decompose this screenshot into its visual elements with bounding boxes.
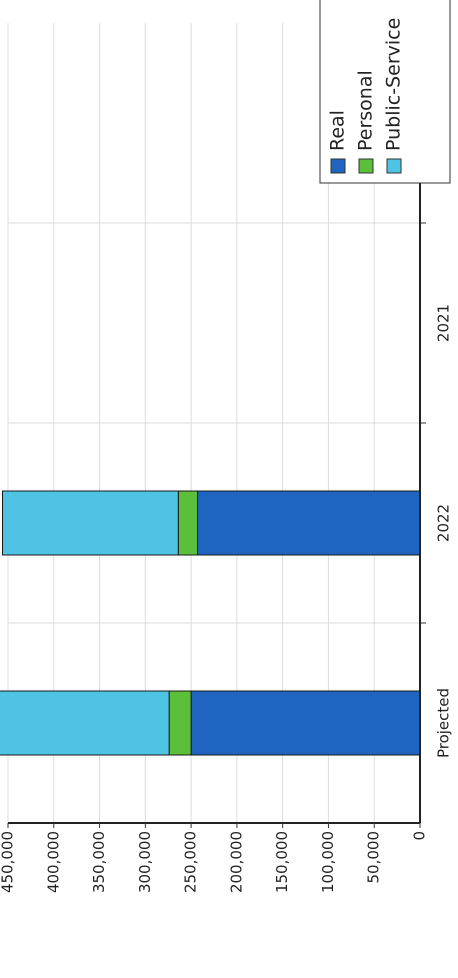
bar-projected-real [190, 690, 421, 756]
legend-swatch-public-service [386, 158, 402, 174]
bar-projected-public-service [0, 690, 170, 756]
plot-area: 0 50,000 100,000 150,000 200,000 250,000 300,0… [0, 0, 453, 893]
value-tick-label: 350,000 [90, 831, 108, 893]
value-axis-ticks: 0 50,000 100,000 150,000 200,000 250,000 300,0… [0, 823, 429, 893]
value-tick-label: 200,000 [227, 831, 245, 893]
legend-label-public-service: Public-Service [383, 18, 405, 151]
value-tick-label: 250,000 [182, 831, 200, 893]
value-tick-label: 100,000 [319, 831, 337, 893]
category-tick-label: Projected [435, 688, 453, 758]
legend-box [319, 0, 451, 184]
category-axis-ticks: Projected202220212020 [435, 104, 453, 758]
value-tick-label: 400,000 [44, 831, 62, 893]
legend-label-personal: Personal [355, 70, 377, 151]
legend: Real Personal Public-Service [319, 0, 451, 184]
legend-label-real: Real [327, 110, 349, 151]
value-tick-label: 450,000 [0, 831, 17, 893]
value-tick-label: 50,000 [365, 831, 383, 884]
bar-2022-personal [177, 490, 199, 556]
bar-projected-personal [168, 690, 192, 756]
bar-2022-public-service [2, 490, 179, 556]
bars [0, 490, 421, 756]
bar-2022-real [197, 490, 421, 556]
legend-swatch-personal [358, 158, 374, 174]
value-tick-label: 0 [411, 831, 429, 841]
value-tick-label: 300,000 [136, 831, 154, 893]
category-tick-label: 2021 [435, 304, 453, 342]
legend-swatch-real [330, 158, 346, 174]
value-tick-label: 150,000 [273, 831, 291, 893]
category-tick-label: 2022 [435, 504, 453, 542]
gridlines [7, 23, 420, 823]
